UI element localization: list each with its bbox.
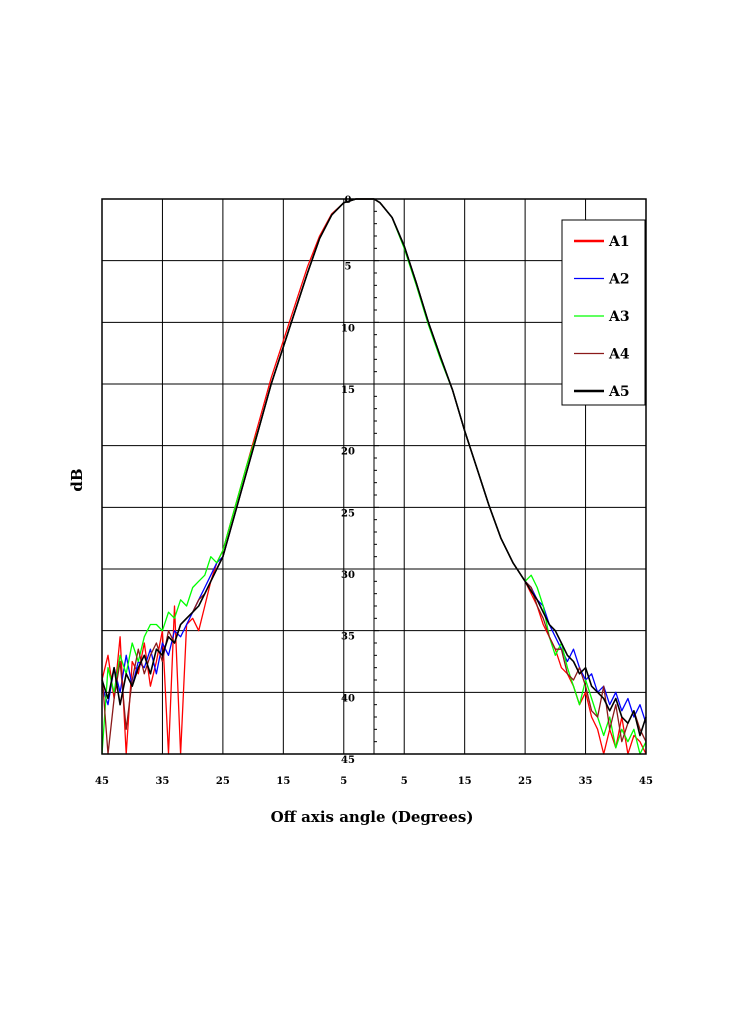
x-tick-label: 25 <box>216 776 230 787</box>
y-tick-label: 40 <box>341 693 355 704</box>
y-tick-label: 20 <box>341 447 355 458</box>
x-tick-label: 45 <box>95 776 109 787</box>
tick-labels: 45 35 25 15 5 5 15 25 35 45 0 5 10 15 20 25 30 35 40 45 <box>95 195 653 787</box>
legend-label-a1: A1 <box>608 234 630 250</box>
y-tick-label: 10 <box>341 323 355 334</box>
plot-border <box>101 198 647 755</box>
y-tick-label: 5 <box>345 262 352 273</box>
x-tick-label: 5 <box>401 776 408 787</box>
legend-label-a5: A5 <box>608 384 630 400</box>
x-tick-label: 15 <box>458 776 472 787</box>
x-tick-label: 45 <box>639 776 653 787</box>
x-tick-label: 25 <box>518 776 532 787</box>
legend-label-a4: A4 <box>608 347 630 363</box>
x-tick-label: 5 <box>340 776 347 787</box>
legend-box <box>561 219 646 406</box>
plot-frame <box>101 198 647 755</box>
x-tick-label: 35 <box>155 776 169 787</box>
y-tick-label: 35 <box>341 632 355 643</box>
y-tick-label: 30 <box>341 570 355 581</box>
legend-label-a2: A2 <box>608 272 630 288</box>
x-axis-label: Off axis angle (Degrees) <box>271 808 474 826</box>
x-tick-label: 15 <box>276 776 290 787</box>
y-tick-label: 45 <box>341 755 355 766</box>
grid-lines <box>102 199 646 754</box>
legend-label-a3: A3 <box>608 309 630 325</box>
y-axis-label: dB <box>68 468 86 491</box>
y-tick-label: 25 <box>341 508 355 519</box>
legend: A1 A2 A3 A4 A5 <box>561 219 646 406</box>
y-tick-label: 15 <box>341 385 355 396</box>
x-tick-label: 35 <box>579 776 593 787</box>
y-tick-label: 0 <box>345 195 352 206</box>
